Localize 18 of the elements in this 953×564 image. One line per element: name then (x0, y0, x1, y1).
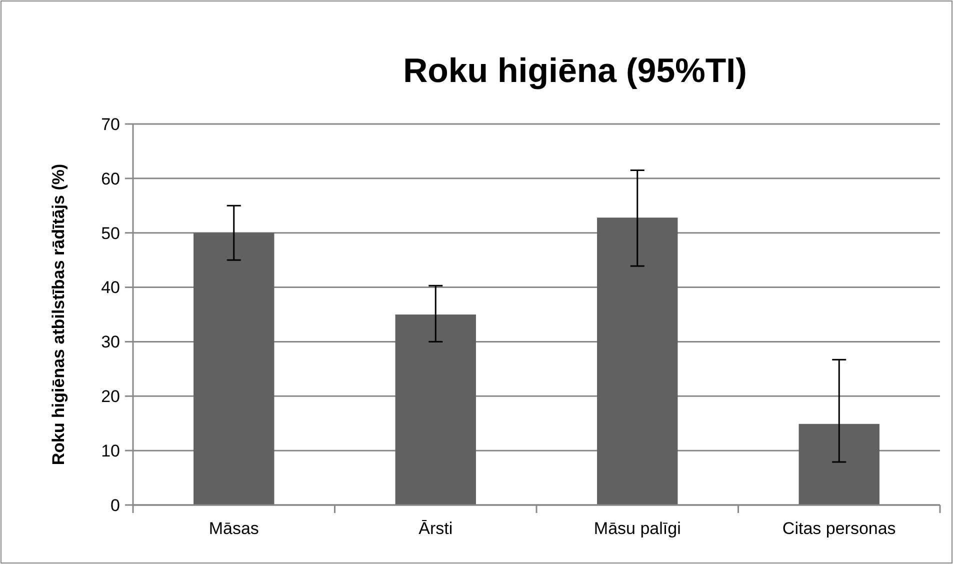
bar (597, 218, 678, 505)
x-tick-label: Māsas (208, 519, 259, 538)
x-tick-label: Ārsti (418, 519, 453, 538)
y-tick-label: 30 (101, 332, 120, 352)
bar (194, 232, 274, 505)
y-tick-label: 70 (101, 114, 120, 134)
y-tick-label: 10 (101, 442, 120, 461)
y-tick-label: 50 (101, 224, 120, 243)
y-axis-title: Roku higiēnas atbilstības rādītājs (%) (49, 164, 68, 466)
y-tick-label: 20 (101, 387, 120, 406)
y-tick-label: 0 (110, 496, 120, 515)
x-tick-label: Māsu palīgi (594, 519, 681, 538)
bar (798, 424, 880, 505)
y-tick-label: 60 (101, 169, 120, 188)
bar (395, 314, 476, 505)
x-tick-label: Citas personas (782, 519, 896, 538)
y-tick-label: 40 (101, 278, 120, 298)
chart-title: Roku higiēna (95%TI) (403, 52, 747, 90)
